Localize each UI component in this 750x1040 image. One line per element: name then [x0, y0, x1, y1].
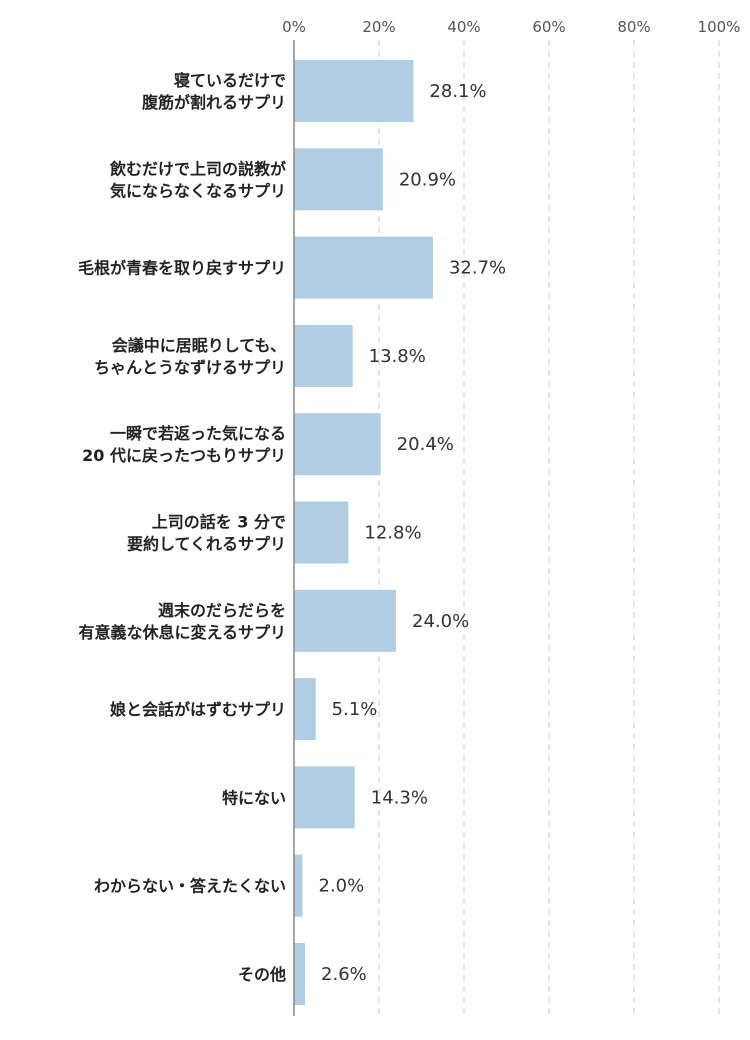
- value-label: 28.1%: [429, 81, 486, 102]
- value-label: 13.8%: [369, 346, 426, 367]
- value-label: 2.0%: [319, 876, 365, 897]
- value-label: 14.3%: [371, 787, 428, 808]
- x-tick-label: 40%: [447, 18, 480, 36]
- x-tick-label: 100%: [698, 18, 741, 36]
- category-label: 毛根が青春を取り戻すサプリ: [78, 259, 286, 278]
- category-label: 特にない: [222, 788, 286, 807]
- grid-lines: [378, 40, 720, 1016]
- x-tick-label: 60%: [532, 18, 565, 36]
- category-label: その他: [238, 965, 286, 984]
- value-labels: 28.1% 20.9% 32.7% 13.8% 20.4% 12.8% 24.0% 5.1% 1…: [319, 81, 507, 985]
- category-label: 寝ているだけで腹筋が割れるサプリ: [142, 71, 286, 112]
- value-label: 20.4%: [397, 434, 454, 455]
- bar: [294, 854, 303, 917]
- bar: [294, 766, 355, 829]
- bar: [294, 943, 306, 1005]
- bar: [294, 324, 353, 387]
- category-label: 上司の話を 3 分で要約してくれるサプリ: [127, 513, 286, 554]
- value-label: 5.1%: [332, 699, 378, 720]
- bar: [294, 589, 396, 652]
- x-tick-label: 80%: [617, 18, 650, 36]
- x-tick-label: 0%: [282, 18, 306, 36]
- value-label: 24.0%: [412, 611, 469, 632]
- category-labels: 寝ているだけで腹筋が割れるサプリ飲むだけで上司の説教が気にならなくなるサプリ毛根…: [78, 71, 286, 984]
- x-tick-label: 20%: [362, 18, 395, 36]
- bar: [294, 60, 414, 122]
- bar: [294, 413, 381, 476]
- value-label: 2.6%: [321, 964, 367, 985]
- x-axis-ticks: 0% 20% 40% 60% 80% 100%: [282, 18, 740, 36]
- category-label: 娘と会話がはずむサプリ: [110, 700, 286, 719]
- category-label: 週末のだらだらを有意義な休息に変えるサプリ: [78, 601, 286, 642]
- category-label: わからない・答えたくない: [94, 877, 286, 896]
- value-label: 32.7%: [449, 258, 506, 279]
- bar: [294, 501, 349, 564]
- bar: [294, 678, 316, 741]
- category-label: 一瞬で若返った気になる 20 代に戻ったつもりサプリ: [82, 424, 286, 465]
- value-label: 12.8%: [364, 523, 421, 544]
- bar: [294, 148, 383, 211]
- value-label: 20.9%: [399, 169, 456, 190]
- bar: [294, 236, 433, 299]
- category-label: 会議中に居眠りしても、ちゃんとうなずけるサプリ: [94, 336, 286, 377]
- category-label: 飲むだけで上司の説教が気にならなくなるサプリ: [109, 159, 286, 200]
- bars: [294, 60, 433, 1005]
